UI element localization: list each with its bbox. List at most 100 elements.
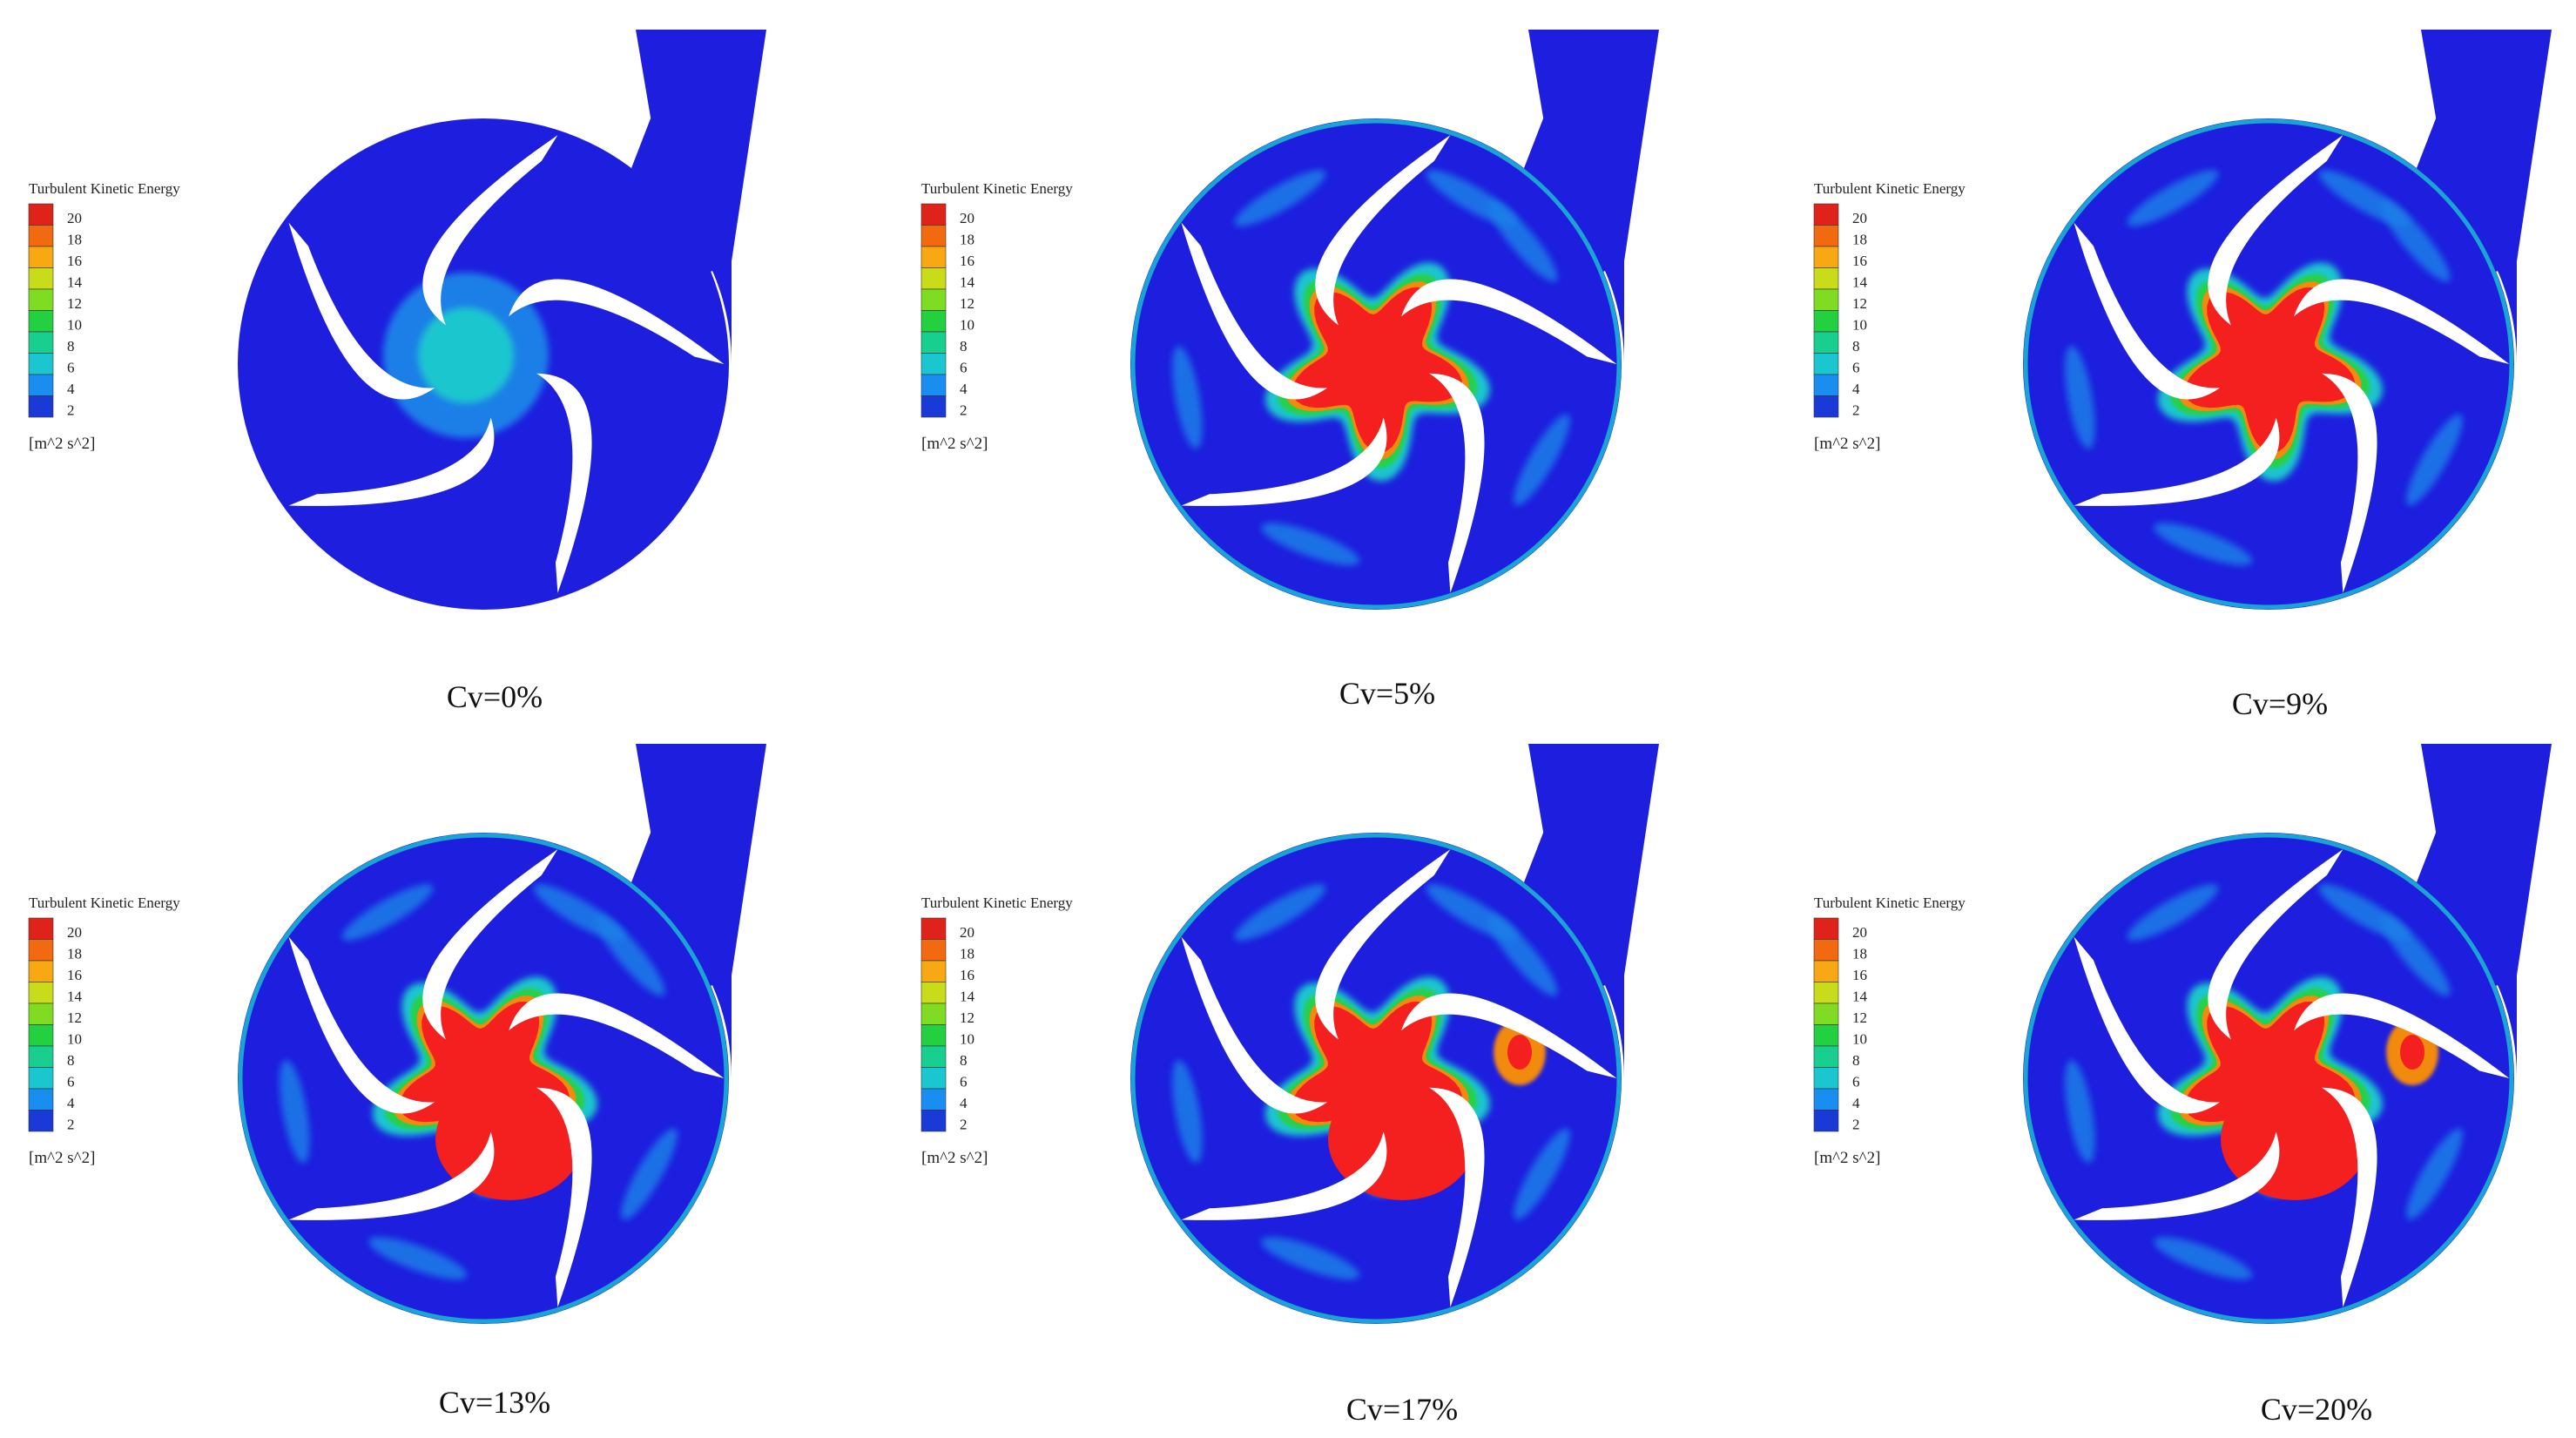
wake-streak [1514,1128,1570,1220]
legend-tick: 2 [960,1117,968,1133]
impeller-blade [2074,222,2221,400]
wake-streak [1514,414,1570,506]
legend-swatch [28,939,54,962]
legend-tick: 18 [1852,232,1867,248]
core-high-tke [1291,287,1462,453]
impeller-blade [1315,135,1451,326]
wake-streak [1261,1237,1360,1280]
pump-contour [1130,744,1659,1324]
legend-tick: 14 [960,274,975,291]
legend-title: Turbulent Kinetic Energy [1814,895,1966,911]
core-high-tke [2184,287,2355,453]
wake-streak [2127,884,2219,941]
legend-tick: 20 [67,210,82,226]
volute-tongue [1524,33,1624,364]
legend-swatch [920,1024,947,1047]
wake-streak [2065,346,2095,449]
legend-swatch [920,917,947,940]
impeller-blade [2074,417,2280,506]
impeller-blade [2322,1087,2377,1307]
legend-unit: [m^2 s^2] [1814,435,1880,453]
secondary-hotspot-core [2400,1035,2424,1070]
impeller-blade [2074,1131,2280,1220]
legend-tick: 6 [960,360,968,376]
legend-swatch [1813,331,1839,354]
legend-tick: 4 [67,381,75,397]
legend-swatch [920,310,947,333]
legend-tick: 16 [67,253,82,269]
legend-swatch [28,1110,54,1132]
pump-contour [2023,744,2552,1324]
legend-tick: 10 [960,317,974,334]
panel-caption: Cv=20% [2261,1392,2372,1427]
wake-streak [2406,1128,2463,1220]
rim-band [238,833,729,1324]
legend-swatch [920,395,947,418]
legend-swatch [920,203,947,226]
legend-swatch [920,225,947,247]
legend: Turbulent Kinetic Energy 20 18 16 14 12 10 8 6 4 2… [28,895,180,1167]
legend-unit: [m^2 s^2] [29,435,95,453]
impeller-blade [1181,1131,1387,1220]
pump-contour [238,30,766,610]
legend-tick: 4 [960,1095,968,1111]
wake-streak [621,1128,678,1220]
legend-swatch [28,310,54,333]
legend-swatch [1813,1045,1839,1068]
volute-tongue [631,747,732,1078]
legend-swatch [920,267,947,290]
wake-streak [280,1060,310,1164]
legend-unit: [m^2 s^2] [1814,1149,1880,1167]
secondary-hotspot-core [1507,1035,1532,1070]
legend-swatch [1813,917,1839,940]
legend-swatch [1813,1067,1839,1090]
legend-tick: 10 [1852,317,1867,334]
legend-swatch [28,1003,54,1025]
legend-swatch [28,374,54,396]
legend-tick: 2 [1852,1117,1860,1133]
legend-title: Turbulent Kinetic Energy [1814,180,1966,197]
legend: Turbulent Kinetic Energy 20 18 16 14 12 10 8 6 4 2… [920,180,1073,453]
wake-streak [533,884,625,941]
impeller-blade [2322,373,2377,593]
impeller-blade [2294,993,2510,1078]
legend-swatch [1813,267,1839,290]
legend-swatch [1813,246,1839,268]
legend-tick: 12 [960,1009,974,1026]
volute-tongue [1524,747,1624,1078]
legend-swatch [920,288,947,311]
legend-swatch [1813,225,1839,247]
legend-tick: 20 [67,924,82,941]
legend-tick: 14 [1852,274,1868,291]
legend-tick: 16 [67,967,82,983]
legend-tick: 12 [1852,1009,1867,1026]
wake-streak [341,884,434,941]
legend-tick: 10 [960,1031,974,1048]
rim-band [1130,833,1622,1324]
wake-streak [1172,346,1203,449]
legend-tick: 16 [960,253,974,269]
panel-caption: Cv=9% [2232,686,2328,721]
legend-tick: 2 [67,402,75,419]
volute-tongue [2417,33,2517,364]
wake-streak [1234,170,1326,226]
legend-unit: [m^2 s^2] [29,1149,95,1167]
impeller-blade [1181,936,1328,1114]
impeller-blade [2074,936,2221,1114]
legend-swatch [1813,1003,1839,1025]
legend-swatch [1813,939,1839,962]
legend-tick: 18 [960,946,974,962]
legend-swatch [1813,310,1839,333]
legend-swatch [28,982,54,1004]
legend-swatch [920,331,947,354]
legend-tick: 18 [67,946,82,962]
legend: Turbulent Kinetic Energy 20 18 16 14 12 10 8 6 4 2… [1813,180,1966,453]
legend-swatch [920,1045,947,1068]
legend-swatch [28,246,54,268]
pump-contour [2023,30,2552,610]
impeller-blade [1401,993,1617,1078]
legend-swatch [28,395,54,418]
wake-streak [1172,1060,1203,1164]
legend-tick: 20 [1852,924,1867,941]
impeller-blade [1181,417,1387,506]
